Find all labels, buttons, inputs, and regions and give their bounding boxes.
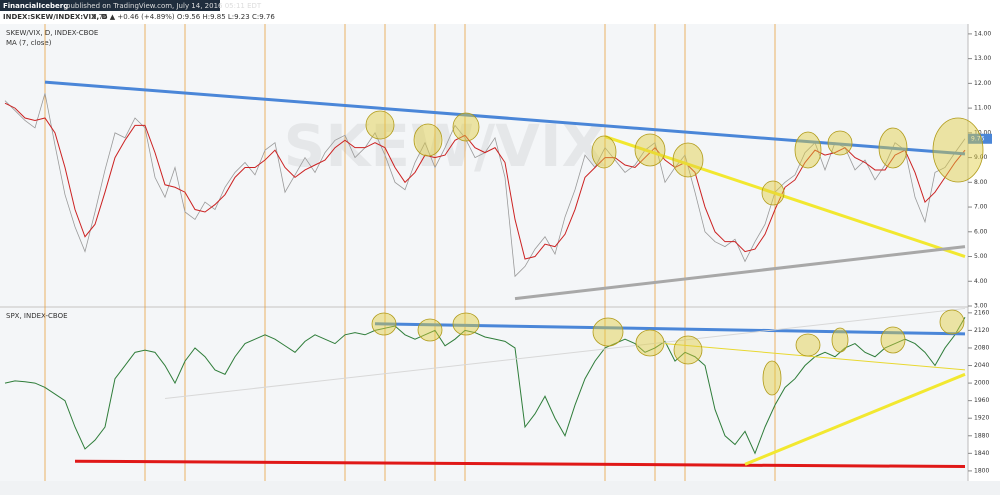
- title: INDEX:SKEW/INDEX:VIX, D: [3, 13, 108, 21]
- ellipse: [413, 123, 443, 157]
- trendline: [164, 307, 966, 399]
- pane-label: SPX, INDEX-CBOE: [6, 312, 68, 320]
- ellipse: [932, 117, 984, 183]
- ellipse: [939, 309, 965, 335]
- y-tick-label: 2000: [974, 380, 989, 387]
- trendline: [44, 80, 966, 156]
- y-tick-label: 12.00: [974, 80, 991, 87]
- y-tick-label: 2080: [974, 344, 989, 351]
- ellipse: [452, 112, 480, 142]
- publisher: FinancialIceberg: [3, 2, 68, 10]
- header-bar: [0, 0, 220, 11]
- y-tick-label: 14.00: [974, 30, 991, 37]
- ellipse: [672, 142, 704, 178]
- ellipse: [761, 180, 785, 206]
- y-tick-label: 13.00: [974, 55, 991, 62]
- ellipse: [591, 135, 617, 169]
- ellipse: [878, 127, 908, 169]
- ellipse: [592, 317, 624, 347]
- y-tick-label: 8.00: [974, 179, 988, 186]
- ellipse: [762, 360, 782, 396]
- pane-label: SKEW/VIX, D, INDEX-CBOE: [6, 29, 98, 37]
- y-tick-label: 1960: [974, 397, 989, 404]
- ellipse: [635, 329, 665, 357]
- y-tick-label: 10.00: [974, 129, 991, 136]
- ellipse: [634, 133, 666, 167]
- y-tick-label: 4.00: [974, 278, 988, 285]
- ellipse: [794, 131, 822, 169]
- ellipse: [673, 335, 703, 365]
- trendline: [744, 372, 966, 466]
- y-tick-label: 1800: [974, 467, 989, 474]
- top-pane: [0, 24, 968, 306]
- y-tick-label: 9.00: [974, 154, 988, 161]
- y-tick-label: 2040: [974, 362, 989, 369]
- published: published on TradingView.com, July 14, 2…: [66, 2, 262, 10]
- ellipse: [827, 130, 853, 156]
- series-line: [4, 102, 966, 260]
- y-tick-label: 3.00: [974, 303, 988, 310]
- time-axis: [0, 481, 1000, 495]
- trendline: [604, 135, 966, 258]
- y-tick-label: 1920: [974, 415, 989, 422]
- ellipse: [831, 327, 849, 353]
- y-tick-label: 1840: [974, 450, 989, 457]
- ellipse: [365, 110, 395, 140]
- y-tick-label: 5.00: [974, 253, 988, 260]
- ellipse: [371, 312, 397, 336]
- y-tick-label: 7.00: [974, 204, 988, 211]
- highlight-ellipses: [365, 110, 984, 396]
- y-tick-label: 1880: [974, 432, 989, 439]
- series-line: [4, 316, 966, 455]
- y-tick-label: 2120: [974, 327, 989, 334]
- last-value-box: [968, 133, 992, 144]
- ellipse: [452, 312, 480, 336]
- y-tick-label: 6.00: [974, 228, 988, 235]
- legend-entry: MA (7, close): [6, 39, 52, 47]
- y-tick-label: 11.00: [974, 105, 991, 112]
- ellipse: [795, 333, 821, 357]
- last-value-label: 9.76: [971, 135, 985, 142]
- trendline: [74, 459, 966, 469]
- quote: 9.76 ▲ +0.46 (+4.89%) O:9.56 H:9.85 L:9.…: [92, 13, 275, 21]
- trendline: [514, 245, 966, 301]
- ellipse: [880, 326, 906, 354]
- trendline: [664, 343, 966, 371]
- trendline: [374, 322, 966, 336]
- ellipse: [417, 318, 443, 342]
- y-tick-label: 2160: [974, 309, 989, 316]
